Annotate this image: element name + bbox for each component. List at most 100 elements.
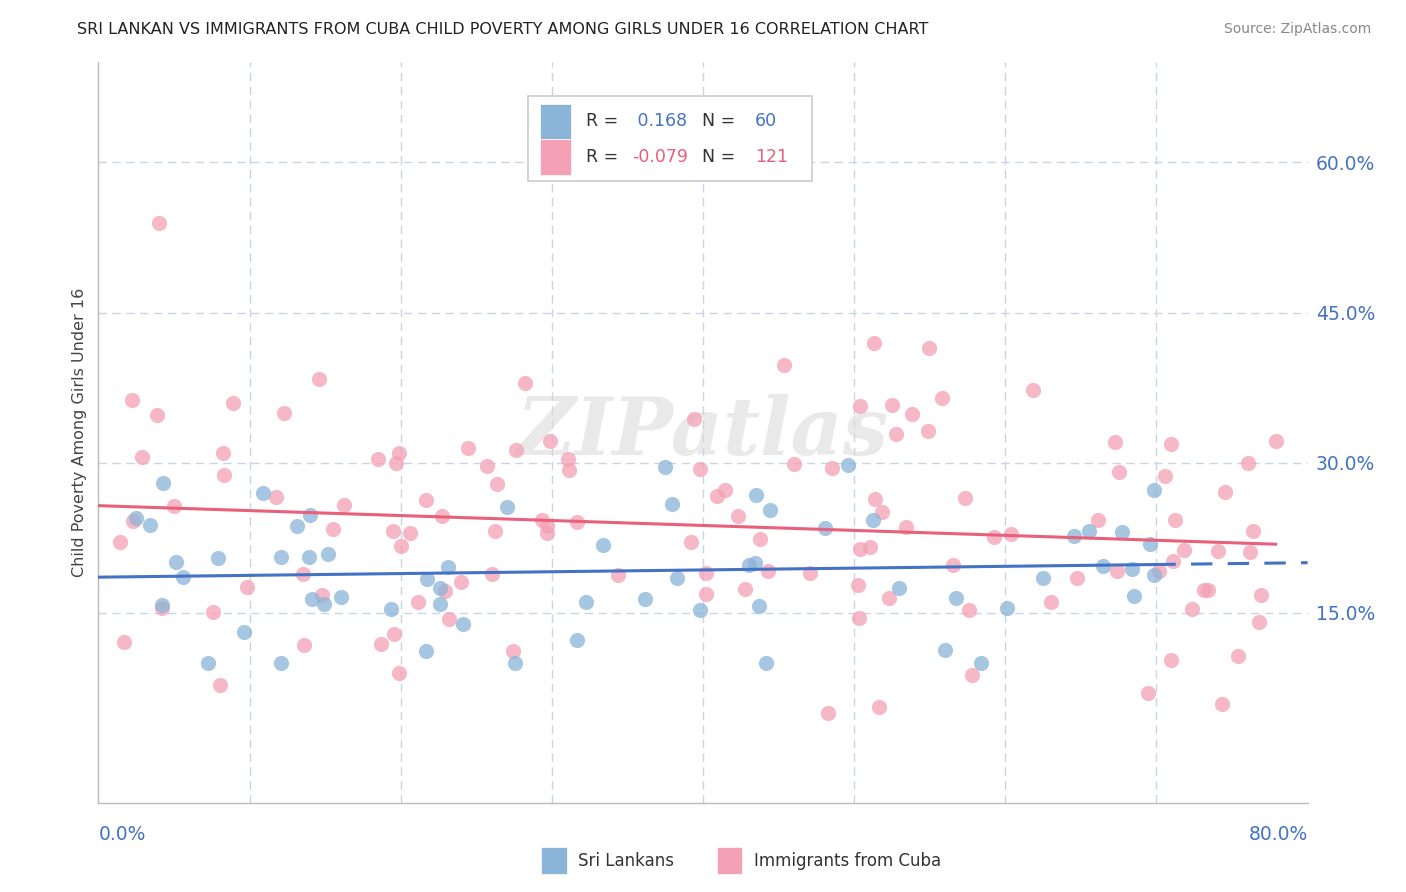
Point	[665, 570, 688, 584]
Point	[1091, 559, 1114, 574]
Point	[689, 461, 711, 475]
Point	[557, 452, 579, 467]
Point	[1160, 437, 1182, 451]
Point	[565, 632, 588, 647]
Text: Immigrants from Cuba: Immigrants from Cuba	[754, 852, 941, 870]
Point	[382, 627, 405, 641]
Point	[388, 666, 411, 681]
Point	[1087, 513, 1109, 527]
Point	[475, 458, 498, 473]
Point	[292, 638, 315, 652]
Point	[1227, 649, 1250, 664]
Point	[727, 509, 749, 524]
Point	[150, 600, 173, 615]
Point	[301, 591, 323, 606]
Point	[859, 541, 882, 555]
Point	[236, 580, 259, 594]
Point	[817, 706, 839, 720]
Point	[163, 500, 186, 514]
Text: ZIPatlas: ZIPatlas	[517, 394, 889, 471]
Point	[312, 598, 335, 612]
Point	[754, 656, 776, 670]
Point	[1173, 542, 1195, 557]
Point	[502, 644, 524, 658]
Point	[208, 678, 231, 692]
Y-axis label: Child Poverty Among Girls Under 16: Child Poverty Among Girls Under 16	[72, 288, 87, 577]
Point	[759, 503, 782, 517]
Point	[429, 597, 451, 611]
Point	[439, 612, 461, 626]
Point	[531, 513, 554, 527]
Point	[1241, 524, 1264, 538]
Point	[1160, 653, 1182, 667]
Point	[150, 598, 173, 612]
Point	[849, 541, 872, 556]
Point	[152, 475, 174, 490]
Point	[592, 538, 614, 552]
Point	[749, 532, 772, 546]
Point	[370, 637, 392, 651]
Point	[399, 525, 422, 540]
Point	[292, 567, 315, 582]
Point	[813, 521, 835, 535]
Point	[131, 450, 153, 465]
Point	[894, 520, 917, 534]
Text: 0.168: 0.168	[631, 112, 686, 130]
Point	[298, 549, 321, 564]
Point	[367, 452, 389, 467]
Point	[207, 551, 229, 566]
Point	[316, 547, 339, 561]
Point	[1250, 588, 1272, 602]
Point	[299, 508, 322, 523]
Point	[165, 555, 187, 569]
Point	[558, 463, 581, 477]
Point	[748, 599, 770, 614]
Point	[1192, 582, 1215, 597]
Point	[862, 513, 884, 527]
Point	[575, 595, 598, 609]
Point	[437, 560, 460, 574]
Point	[744, 556, 766, 570]
Point	[505, 656, 527, 670]
Point	[955, 491, 977, 506]
Point	[1264, 434, 1286, 448]
Point	[901, 407, 924, 421]
Point	[782, 457, 804, 471]
Point	[481, 566, 503, 581]
Point	[1122, 590, 1144, 604]
FancyBboxPatch shape	[540, 103, 571, 139]
Point	[772, 358, 794, 372]
Text: Source: ZipAtlas.com: Source: ZipAtlas.com	[1223, 22, 1371, 37]
Point	[931, 391, 953, 405]
Point	[148, 215, 170, 229]
Point	[285, 518, 308, 533]
Point	[983, 531, 1005, 545]
Point	[264, 490, 287, 504]
Text: 80.0%: 80.0%	[1249, 825, 1308, 844]
Text: N =: N =	[690, 112, 741, 130]
Point	[734, 582, 756, 596]
Point	[695, 587, 717, 601]
Point	[332, 498, 354, 512]
Point	[429, 581, 451, 595]
Point	[536, 518, 558, 533]
Point	[1111, 524, 1133, 539]
Point	[1108, 465, 1130, 479]
Point	[1105, 564, 1128, 578]
Point	[1063, 528, 1085, 542]
Point	[1149, 565, 1171, 579]
Point	[706, 489, 728, 503]
Point	[565, 516, 588, 530]
Point	[450, 575, 472, 590]
Point	[1143, 483, 1166, 497]
Point	[661, 497, 683, 511]
Point	[1143, 567, 1166, 582]
Point	[270, 549, 292, 564]
Point	[957, 602, 980, 616]
Point	[252, 485, 274, 500]
Point	[695, 566, 717, 580]
Point	[1000, 526, 1022, 541]
Point	[270, 656, 292, 670]
Text: -0.079: -0.079	[631, 148, 688, 166]
Point	[738, 558, 761, 573]
